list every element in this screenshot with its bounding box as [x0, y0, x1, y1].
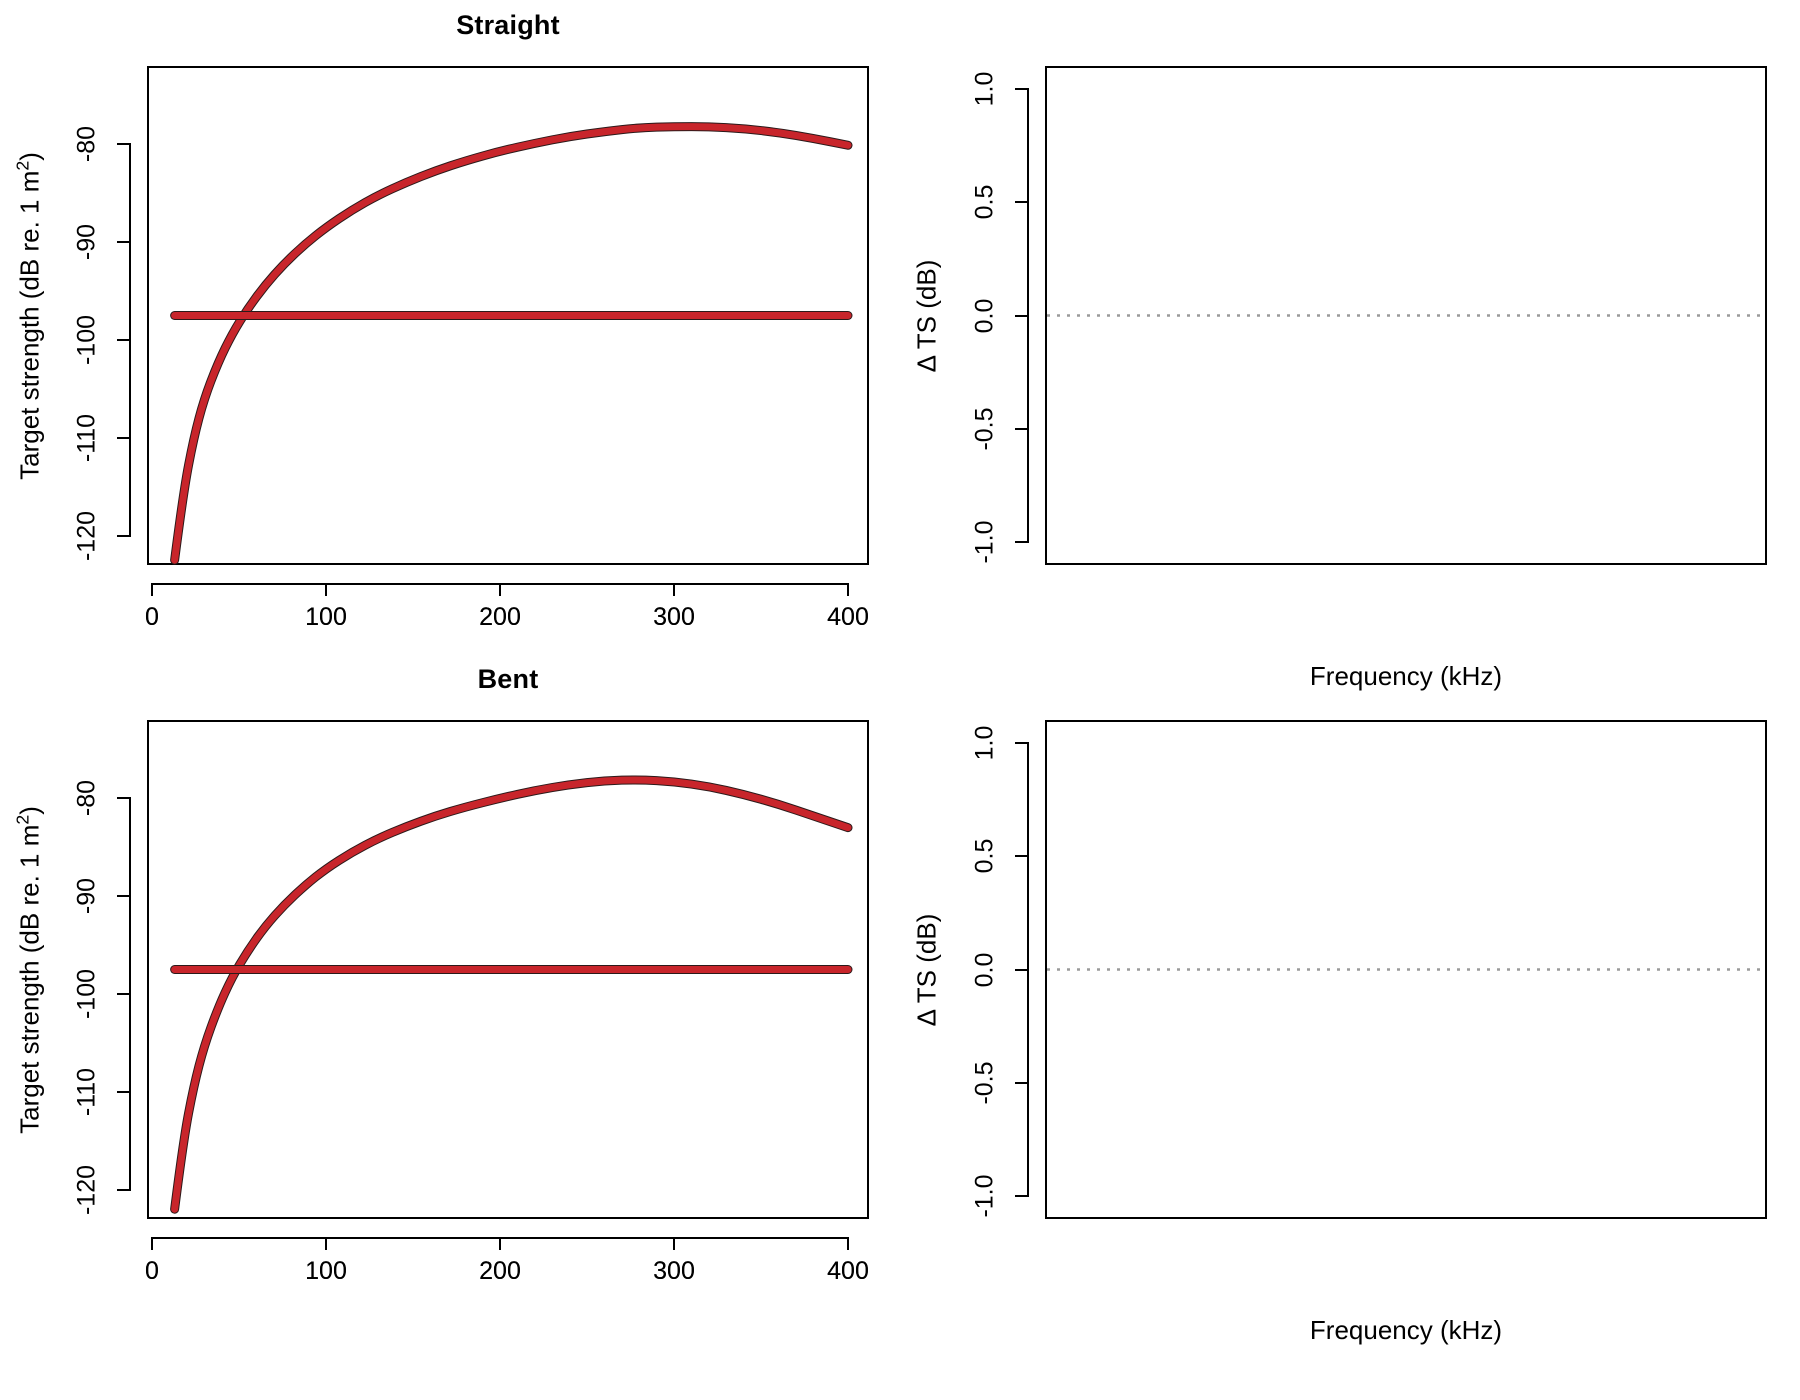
- y-tick-straight-ts-3: [117, 436, 131, 439]
- y-tick-straight-dts-2: [1015, 314, 1029, 317]
- x-tick-label-bent-ts-2: 200: [479, 1257, 521, 1285]
- x-tick-label-straight-ts-0: 0: [145, 603, 159, 631]
- y-tick-straight-ts-1: [117, 241, 131, 244]
- y-tick-label-bent-dts-1: 0.5: [970, 838, 999, 874]
- panel-title-straight-ts: Straight: [456, 10, 560, 40]
- y-tick-label-bent-dts-0: 1.0: [970, 725, 999, 761]
- plot-area-straight-ts: [147, 66, 869, 565]
- x-tick-label-straight-dts-0: 0: [145, 603, 159, 631]
- y-axis-title-bent-ts: Target strength (dB re. 1 m2): [13, 806, 46, 1134]
- panel-title-bent-ts: Bent: [477, 664, 539, 694]
- y-tick-bent-ts-2: [117, 992, 131, 995]
- y-axis-title-exponent: 2: [12, 160, 33, 171]
- y-tick-label-bent-ts-3: -110: [72, 1067, 101, 1116]
- y-tick-label-straight-ts-3: -110: [72, 413, 101, 462]
- y-tick-label-straight-dts-0: 1.0: [970, 71, 999, 107]
- x-tick-label-straight-ts-4: 400: [827, 603, 869, 631]
- x-tick-bent-dts-1: [325, 1237, 327, 1250]
- y-tick-straight-ts-4: [117, 534, 131, 537]
- y-tick-bent-ts-0: [117, 797, 131, 800]
- x-tick-label-straight-ts-1: 100: [305, 603, 347, 631]
- x-tick-label-straight-dts-1: 100: [305, 603, 347, 631]
- x-tick-bent-dts-3: [673, 1237, 675, 1250]
- y-tick-label-straight-dts-3: -0.5: [970, 407, 999, 451]
- y-axis-title-main: Target strength (dB re. 1 m: [14, 170, 45, 480]
- y-tick-label-straight-ts-1: -90: [72, 224, 101, 261]
- y-tick-bent-ts-4: [117, 1188, 131, 1191]
- y-tick-straight-dts-0: [1015, 87, 1029, 90]
- y-tick-straight-ts-2: [117, 338, 131, 341]
- y-tick-bent-dts-2: [1015, 968, 1029, 971]
- y-tick-label-straight-ts-0: -80: [72, 126, 101, 163]
- x-tick-label-straight-dts-2: 200: [479, 603, 521, 631]
- y-tick-label-bent-ts-0: -80: [72, 780, 101, 817]
- y-tick-label-bent-dts-3: -0.5: [970, 1061, 999, 1105]
- y-tick-label-straight-dts-1: 0.5: [970, 184, 999, 220]
- y-tick-label-straight-dts-4: -1.0: [970, 520, 999, 564]
- y-tick-bent-ts-1: [117, 895, 131, 898]
- x-tick-label-straight-ts-3: 300: [653, 603, 695, 631]
- plot-area-bent-ts: [147, 720, 869, 1219]
- x-tick-straight-dts-3: [673, 583, 675, 596]
- x-tick-label-bent-dts-2: 200: [479, 1257, 521, 1285]
- y-axis-title-tail: ): [14, 805, 45, 815]
- y-tick-straight-ts-0: [117, 143, 131, 146]
- y-tick-straight-dts-1: [1015, 201, 1029, 204]
- x-tick-label-bent-dts-1: 100: [305, 1257, 347, 1285]
- y-tick-label-bent-dts-2: 0.0: [970, 952, 999, 987]
- x-tick-label-bent-ts-4: 400: [827, 1257, 869, 1285]
- x-tick-label-bent-ts-3: 300: [653, 1257, 695, 1285]
- y-axis-title-straight-dts: Δ TS (dB): [911, 259, 942, 372]
- x-tick-label-straight-dts-4: 400: [827, 603, 869, 631]
- plot-area-straight-dts: [1045, 66, 1767, 565]
- y-tick-label-bent-ts-4: -120: [72, 1164, 101, 1215]
- y-tick-label-bent-ts-2: -100: [72, 968, 101, 1019]
- x-tick-label-bent-dts-3: 300: [653, 1257, 695, 1285]
- y-tick-straight-dts-4: [1015, 541, 1029, 544]
- x-tick-label-bent-ts-1: 100: [305, 1257, 347, 1285]
- x-axis-title-bent-dts: Frequency (kHz): [1309, 1315, 1503, 1345]
- y-tick-bent-ts-3: [117, 1090, 131, 1093]
- y-axis-title-straight-ts: Target strength (dB re. 1 m2): [13, 152, 46, 480]
- y-tick-bent-dts-4: [1015, 1195, 1029, 1198]
- x-tick-label-bent-dts-0: 0: [145, 1257, 159, 1285]
- x-tick-label-bent-ts-0: 0: [145, 1257, 159, 1285]
- y-axis-title-exponent: 2: [12, 814, 33, 825]
- x-tick-label-bent-dts-4: 400: [827, 1257, 869, 1285]
- y-axis-title-bent-dts: Δ TS (dB): [911, 913, 942, 1026]
- x-tick-straight-dts-1: [325, 583, 327, 596]
- y-tick-bent-dts-3: [1015, 1081, 1029, 1084]
- y-tick-bent-dts-0: [1015, 741, 1029, 744]
- x-tick-bent-dts-2: [499, 1237, 501, 1250]
- y-tick-label-straight-ts-4: -120: [72, 510, 101, 561]
- x-tick-straight-dts-0: [151, 583, 153, 596]
- x-tick-straight-dts-4: [847, 583, 849, 596]
- x-tick-bent-dts-0: [151, 1237, 153, 1250]
- x-tick-straight-dts-2: [499, 583, 501, 596]
- x-axis-title-straight-dts: Frequency (kHz): [1309, 661, 1503, 691]
- y-tick-label-straight-dts-2: 0.0: [970, 298, 999, 333]
- y-tick-bent-dts-1: [1015, 855, 1029, 858]
- plot-area-bent-dts: [1045, 720, 1767, 1219]
- y-axis-title-tail: ): [14, 151, 45, 161]
- y-tick-label-straight-ts-2: -100: [72, 314, 101, 365]
- y-axis-title-main: Target strength (dB re. 1 m: [14, 824, 45, 1134]
- x-tick-bent-dts-4: [847, 1237, 849, 1250]
- y-tick-label-bent-ts-1: -90: [72, 878, 101, 915]
- x-tick-label-straight-ts-2: 200: [479, 603, 521, 631]
- x-tick-label-straight-dts-3: 300: [653, 603, 695, 631]
- y-tick-label-bent-dts-4: -1.0: [970, 1174, 999, 1218]
- y-tick-straight-dts-3: [1015, 427, 1029, 430]
